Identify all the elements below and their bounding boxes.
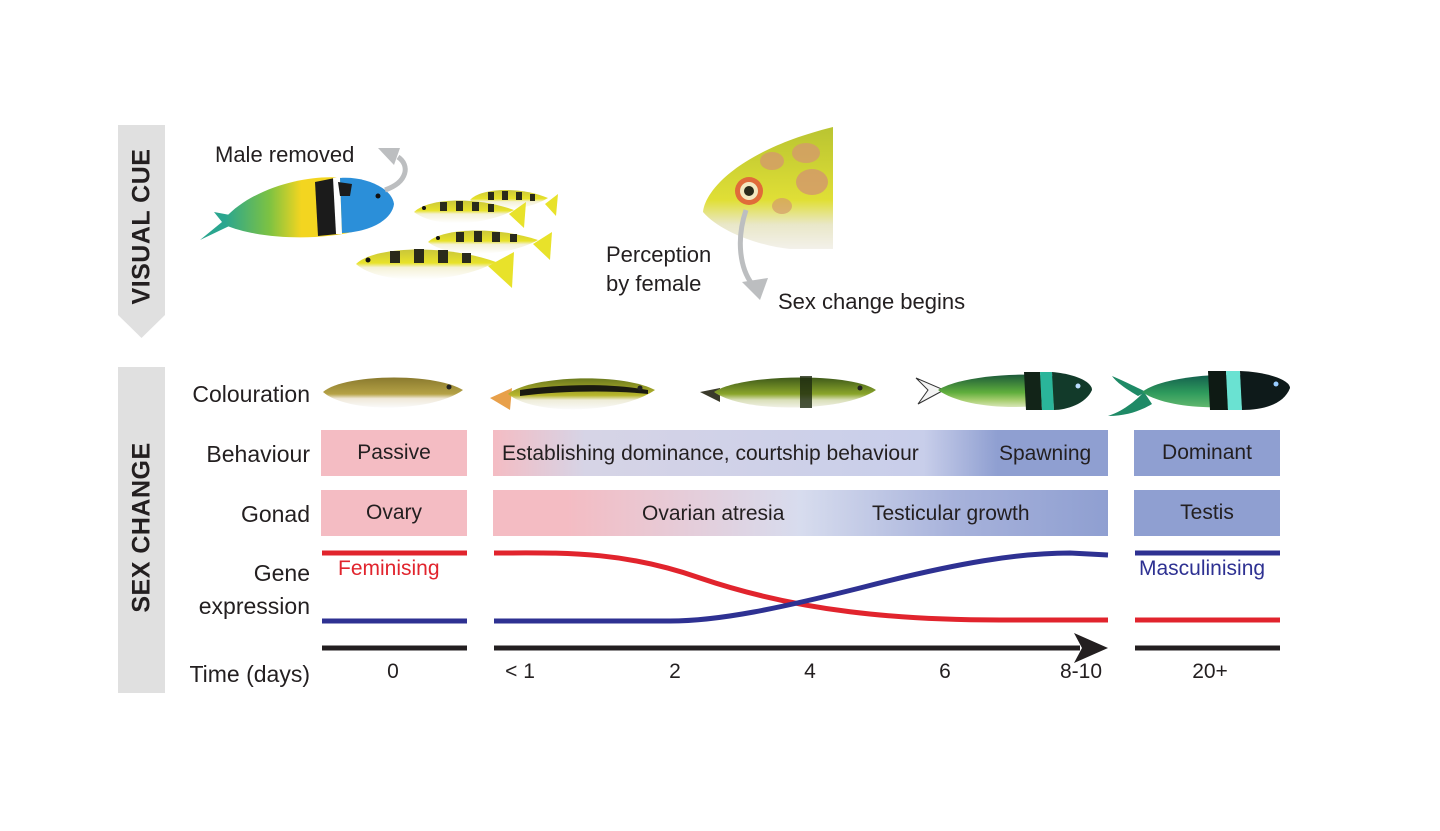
behaviour-passive-box: Passive <box>321 430 467 476</box>
masculinising-label: Masculinising <box>1139 557 1266 580</box>
colouration-fish-1-icon <box>490 378 655 410</box>
time-tick-6: 20+ <box>1192 660 1228 683</box>
gonad-transition-box <box>493 490 1108 536</box>
time-tick-3: 4 <box>804 660 816 683</box>
behaviour-establishing-label: Establishing dominance, courtship behavi… <box>502 442 919 465</box>
time-tick-5: 8-10 <box>1059 660 1103 683</box>
row-label-time: Time (days) <box>189 661 310 687</box>
female-fish-group-icon <box>356 189 558 288</box>
time-axis <box>322 633 1280 663</box>
colouration-fish-4-icon <box>1108 371 1290 416</box>
male-removed-label: Male removed <box>215 142 355 167</box>
gonad-ovary-box: Ovary <box>321 490 467 536</box>
row-label-gonad: Gonad <box>240 501 310 527</box>
perception-label-line2: by female <box>606 271 702 296</box>
time-tick-4: 6 <box>939 660 951 683</box>
feminising-label: Feminising <box>338 557 440 580</box>
row-label-colouration: Colouration <box>192 381 310 407</box>
sex-change-sidebar <box>118 367 165 693</box>
behaviour-establishing-box <box>493 430 1108 476</box>
visual-cue-sidebar <box>118 125 165 315</box>
male-fish-icon <box>200 177 394 240</box>
gonad-testicular-growth-label: Testicular growth <box>872 502 1030 525</box>
row-label-behaviour: Behaviour <box>206 441 310 467</box>
colouration-fish-3-icon <box>915 372 1092 410</box>
female-head-closeup-icon <box>703 127 833 249</box>
colouration-fish-0-icon <box>323 377 463 408</box>
colouration-fish-2-icon <box>700 376 876 408</box>
behaviour-spawning-label: Spawning <box>999 442 1092 465</box>
time-tick-0: 0 <box>387 660 399 683</box>
gonad-ovarian-atresia-label: Ovarian atresia <box>642 502 785 525</box>
gene-expression-lines <box>322 550 1280 624</box>
perception-label-line1: Perception <box>606 242 712 267</box>
row-label-gene-line1: Gene <box>253 560 310 586</box>
behaviour-dominant-box: Dominant <box>1134 430 1280 476</box>
time-tick-1: < 1 <box>505 660 535 683</box>
time-tick-2: 2 <box>669 660 681 683</box>
sex-change-begins-label: Sex change begins <box>778 289 966 314</box>
gonad-testis-box: Testis <box>1134 490 1280 536</box>
row-label-gene-line2: expression <box>198 593 310 619</box>
